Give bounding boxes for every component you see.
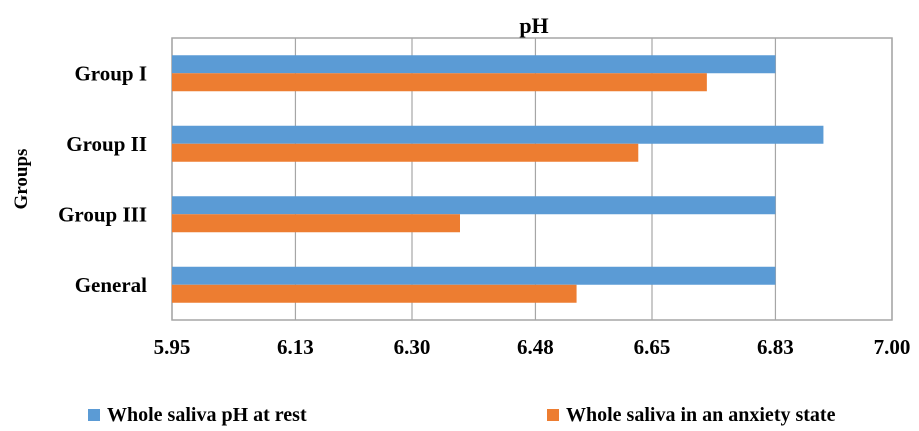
x-tick-label: 6.83 xyxy=(757,335,794,359)
x-tick-label: 5.95 xyxy=(154,335,191,359)
chart-title: pH xyxy=(519,13,548,38)
x-tick-label: 6.48 xyxy=(517,335,554,359)
plot-area-border xyxy=(171,37,893,321)
bar-rest xyxy=(172,266,776,285)
bars xyxy=(172,55,824,303)
bar-anxiety xyxy=(172,284,577,303)
bar-anxiety xyxy=(172,143,639,162)
y-axis-label: Groups xyxy=(11,149,32,210)
x-tick-labels: 5.95 6.13 6.30 6.48 6.65 6.83 7.00 xyxy=(154,335,911,359)
legend-swatch xyxy=(547,409,559,421)
category-label: General xyxy=(75,273,147,297)
legend: Whole saliva pH at rest Whole saliva in a… xyxy=(88,404,836,426)
category-labels: Group I Group II Group III General xyxy=(58,61,147,297)
legend-swatch xyxy=(88,409,100,421)
x-tick-label: 6.65 xyxy=(634,335,671,359)
legend-label: Whole saliva in an anxiety state xyxy=(566,404,836,426)
bar-anxiety xyxy=(172,73,707,92)
bar-rest xyxy=(172,196,776,215)
category-label: Group I xyxy=(74,61,147,85)
bar-anxiety xyxy=(172,214,460,233)
x-tick-label: 7.00 xyxy=(874,335,911,359)
x-tick-label: 6.30 xyxy=(394,335,431,359)
category-label: Group III xyxy=(58,202,147,226)
legend-label: Whole saliva pH at rest xyxy=(107,404,307,426)
bar-rest xyxy=(172,55,776,74)
bar-rest xyxy=(172,125,824,144)
category-label: Group II xyxy=(66,132,147,156)
x-tick-label: 6.13 xyxy=(277,335,314,359)
